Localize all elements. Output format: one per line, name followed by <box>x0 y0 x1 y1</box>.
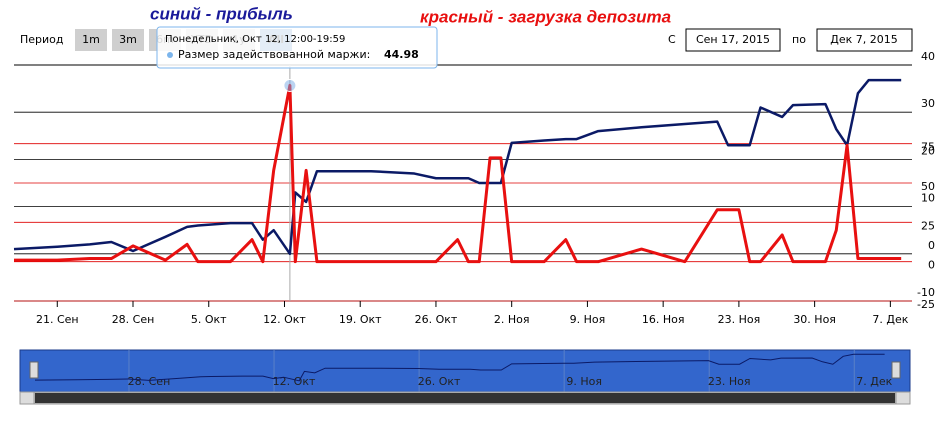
annotation: синий - прибыль <box>150 4 293 23</box>
scrollbar-thumb[interactable] <box>35 393 895 403</box>
y2-tick-label: -25 <box>917 298 935 311</box>
y-tick-label: 20 <box>921 144 935 157</box>
x-tick-label: 26. Окт <box>415 313 458 326</box>
y2-tick-label: 50 <box>921 180 935 193</box>
annotation: красный - загрузка депозита <box>420 7 671 26</box>
date-input[interactable] <box>685 28 781 52</box>
x-tick-label: 5. Окт <box>191 313 227 326</box>
from-date[interactable]: Сен 17, 2015 <box>696 33 770 46</box>
x-tick-label: 7. Дек <box>872 313 908 326</box>
y-tick-label: 10 <box>921 192 935 205</box>
navigator-label: 23. Ноя <box>708 375 751 388</box>
range-label: Период <box>20 33 64 46</box>
range-button-label[interactable]: 3m <box>119 33 137 46</box>
navigator-series <box>34 353 885 382</box>
range-button[interactable] <box>112 29 144 51</box>
scroll-button[interactable] <box>19 391 35 405</box>
x-tick-label: 16. Ноя <box>642 313 685 326</box>
x-tick-label: 19. Окт <box>339 313 382 326</box>
x-tick-label: 21. Сен <box>36 313 79 326</box>
tooltip-bullet <box>167 52 173 58</box>
navigator-handle[interactable] <box>891 361 901 379</box>
from-label: С <box>668 33 676 46</box>
y-tick-label: 30 <box>921 97 935 110</box>
y2-tick-label: 25 <box>921 219 935 232</box>
x-tick-label: 23. Ноя <box>718 313 761 326</box>
tooltip <box>156 26 438 69</box>
y2-tick-label: 75 <box>921 141 935 154</box>
x-tick-label: 9. Ноя <box>570 313 606 326</box>
series-line <box>14 83 902 264</box>
y2-tick-label: 0 <box>928 259 935 272</box>
range-button-label[interactable]: 1m <box>82 33 100 46</box>
tooltip-label: Размер задействованной маржи: <box>178 48 370 61</box>
date-input[interactable] <box>816 28 913 52</box>
y-tick-label: -10 <box>917 286 935 299</box>
x-tick-label: 12. Окт <box>263 313 306 326</box>
tooltip-value: 44.98 <box>384 48 419 61</box>
y-tick-label: 0 <box>928 239 935 252</box>
navigator-handle[interactable] <box>29 361 39 379</box>
x-tick-label: 2. Ноя <box>494 313 530 326</box>
navigator-label: 9. Ноя <box>566 375 602 388</box>
navigator-label: 7. Дек <box>856 375 892 388</box>
navigator <box>19 349 911 393</box>
series-line <box>13 78 902 256</box>
to-date[interactable]: Дек 7, 2015 <box>830 33 898 46</box>
navigator-label: 12. Окт <box>273 375 316 388</box>
navigator-label: 28. Сен <box>128 375 171 388</box>
x-tick-label: 28. Сен <box>112 313 155 326</box>
range-button[interactable] <box>75 29 107 51</box>
y-tick-label: 40 <box>921 50 935 63</box>
tooltip-header: Понедельник, Окт 12, 12:00-19:59 <box>165 34 345 45</box>
x-tick-label: 30. Ноя <box>793 313 836 326</box>
to-label: по <box>792 33 806 46</box>
navigator-label: 26. Окт <box>418 375 461 388</box>
scroll-button[interactable] <box>895 391 911 405</box>
hover-marker <box>283 78 297 92</box>
